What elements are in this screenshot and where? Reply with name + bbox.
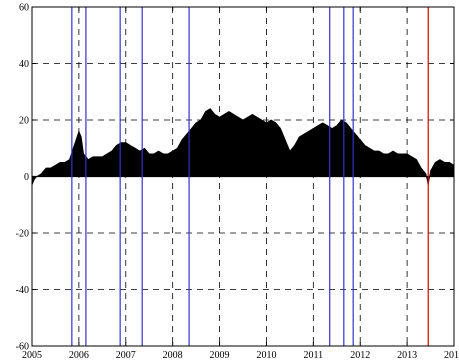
x-tick-label: 2005	[22, 350, 42, 361]
y-tick-label: -40	[16, 285, 29, 296]
series-area	[31, 108, 455, 186]
x-tick-label: 2013	[397, 350, 417, 361]
y-tick-label: -60	[16, 342, 29, 353]
event-lines	[71, 7, 429, 346]
x-tick-label: 2012	[350, 350, 370, 361]
y-tick-label: 60	[19, 3, 29, 14]
x-tick-label: 2010	[256, 350, 276, 361]
y-tick-label: 40	[19, 59, 29, 70]
x-tick-label: 2011	[304, 350, 324, 361]
ticks: 2005 2006 2007 2008 2009 2010 2011 2012 2013 2014…	[16, 3, 459, 362]
x-tick-label: 2008	[163, 350, 183, 361]
x-tick-label: 2014	[444, 350, 459, 361]
y-tick-label: 0	[24, 172, 29, 183]
series-fill	[31, 108, 455, 186]
y-tick-label: -20	[16, 229, 29, 240]
y-tick-label: 20	[19, 116, 29, 127]
x-tick-label: 2009	[210, 350, 230, 361]
x-tick-label: 2006	[69, 350, 89, 361]
x-tick-label: 2007	[116, 350, 136, 361]
